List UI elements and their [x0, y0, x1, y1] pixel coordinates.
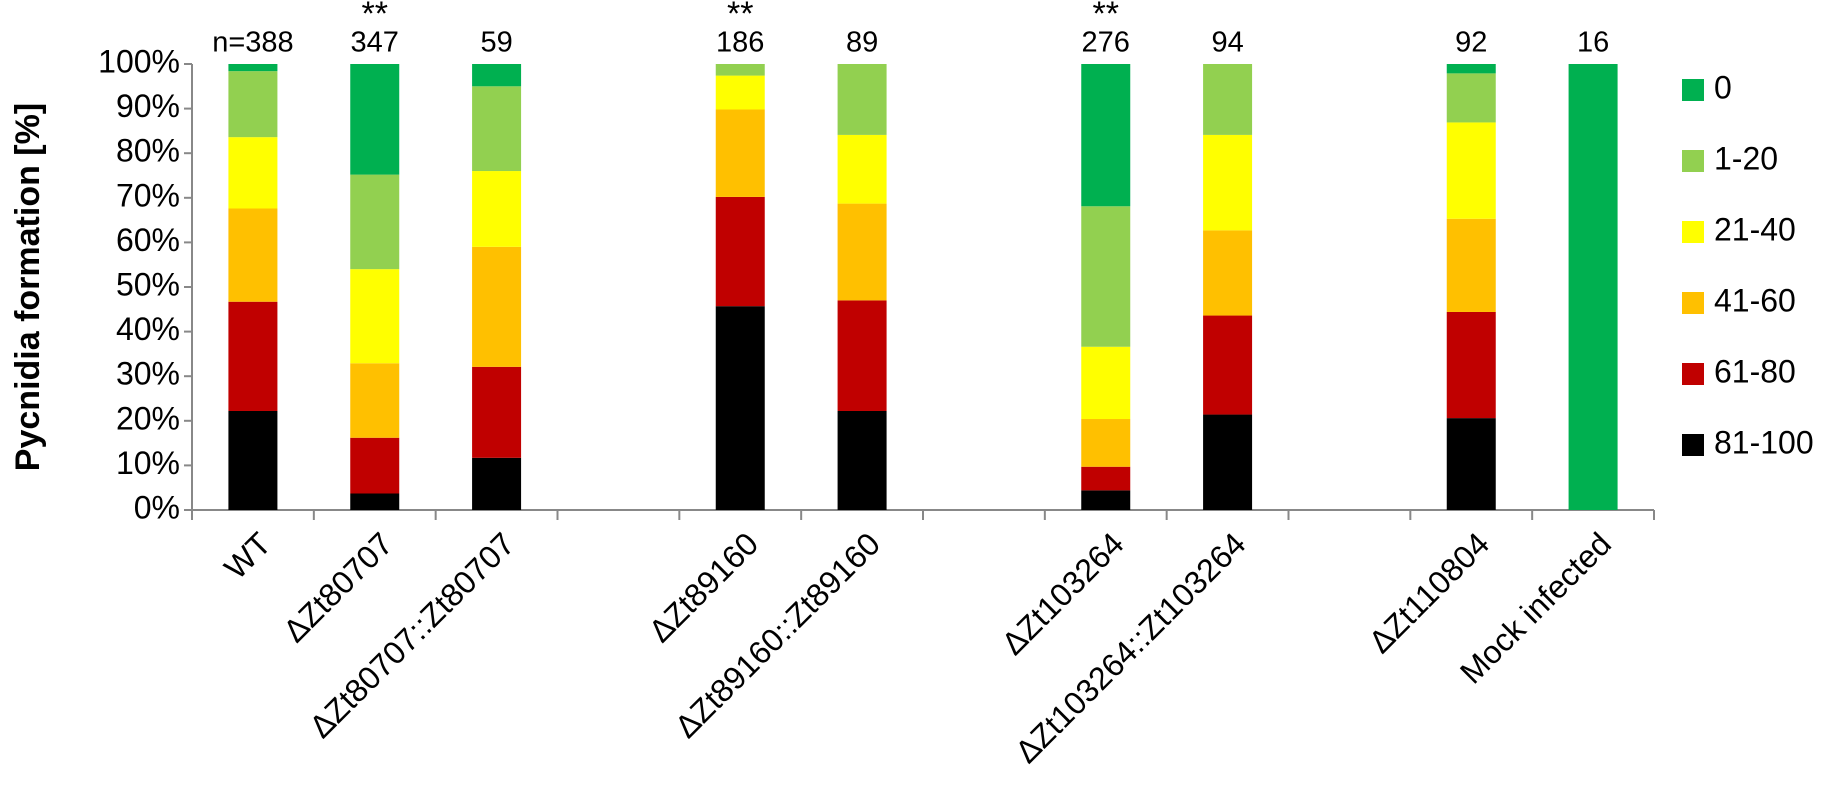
bar-segment	[1081, 64, 1131, 207]
bar-segment	[837, 410, 887, 510]
significance-label: **	[727, 0, 753, 33]
n-label: 89	[846, 27, 878, 59]
bar-segment	[1081, 206, 1131, 347]
bar-segment	[1568, 64, 1618, 510]
legend-label: 41-60	[1714, 282, 1796, 318]
bar-segment	[1203, 315, 1253, 415]
bar-segment	[1446, 311, 1496, 419]
n-label: 16	[1577, 27, 1609, 59]
x-tick-label: ΔZt103264::Zt103264	[1008, 525, 1252, 769]
bar-segment	[228, 71, 278, 138]
bar-segment	[715, 75, 765, 110]
bar-segment	[1446, 218, 1496, 312]
n-label: 186	[716, 27, 764, 59]
n-label: 92	[1455, 27, 1487, 59]
bar-segment	[472, 457, 522, 510]
n-label: n=388	[212, 27, 293, 59]
x-tick-label: ΔZt80707	[276, 525, 400, 649]
bar-segment	[1203, 230, 1253, 316]
x-tick-label: ΔZt80707::Zt80707	[302, 525, 521, 744]
bar-segment	[837, 64, 887, 135]
bar-segment	[228, 301, 278, 411]
n-label: 59	[480, 27, 512, 59]
bar-segment	[350, 269, 400, 364]
legend-swatch	[1682, 434, 1704, 456]
bar-segment	[837, 300, 887, 411]
y-tick-label: 80%	[116, 133, 180, 169]
bar-segment	[837, 203, 887, 301]
legend-label: 81-100	[1714, 424, 1814, 460]
x-tick-label: WT	[217, 525, 278, 586]
bar-segment	[715, 109, 765, 197]
bar-segment	[715, 306, 765, 510]
legend-label: 0	[1714, 69, 1732, 105]
x-tick-label: ΔZt110804	[1362, 525, 1497, 660]
bar-segment	[228, 137, 278, 209]
bar-segment	[1446, 73, 1496, 123]
bar-segment	[350, 174, 400, 270]
n-label: 94	[1211, 27, 1243, 59]
bar-segment	[1446, 64, 1496, 74]
bar-segment	[228, 208, 278, 302]
y-tick-label: 20%	[116, 400, 180, 436]
legend-label: 1-20	[1714, 140, 1778, 176]
y-tick-label: 10%	[116, 445, 180, 481]
bar-segment	[1446, 418, 1496, 510]
bar-segment	[228, 410, 278, 510]
bar-segment	[472, 171, 522, 247]
x-tick-label: ΔZt89160	[642, 525, 766, 649]
x-tick-label: ΔZt89160::Zt89160	[668, 525, 887, 744]
bar-segment	[837, 134, 887, 204]
bar-segment	[472, 86, 522, 172]
bar-segment	[1203, 64, 1253, 135]
y-axis-label: Pycnidia formation [%]	[9, 103, 47, 471]
y-tick-label: 40%	[116, 311, 180, 347]
bar-segment	[1081, 419, 1131, 467]
bar-segment	[1203, 414, 1253, 510]
y-tick-label: 60%	[116, 222, 180, 258]
bar-segment	[1081, 346, 1131, 420]
y-tick-label: 100%	[98, 43, 180, 79]
n-label: 347	[351, 27, 399, 59]
bar-segment	[1081, 466, 1131, 491]
y-tick-label: 90%	[116, 88, 180, 124]
legend-swatch	[1682, 79, 1704, 101]
bar-segment	[472, 246, 522, 367]
bar-segment	[1446, 122, 1496, 219]
legend-label: 21-40	[1714, 211, 1796, 247]
bar-segment	[1203, 134, 1253, 231]
legend-swatch	[1682, 221, 1704, 243]
legend-swatch	[1682, 363, 1704, 385]
n-label: 276	[1082, 27, 1130, 59]
significance-label: **	[1093, 0, 1119, 33]
bar-segment	[1081, 490, 1131, 510]
bar-segment	[350, 437, 400, 494]
bar-segment	[350, 493, 400, 510]
bar-segment	[350, 64, 400, 175]
bar-segment	[472, 64, 522, 87]
legend-swatch	[1682, 292, 1704, 314]
y-tick-label: 0%	[134, 489, 180, 525]
bar-segment	[350, 363, 400, 438]
y-tick-label: 50%	[116, 266, 180, 302]
legend-swatch	[1682, 150, 1704, 172]
bar-segment	[472, 366, 522, 458]
y-tick-label: 70%	[116, 177, 180, 213]
bar-segment	[715, 64, 765, 76]
bar-segment	[228, 64, 278, 72]
legend-label: 61-80	[1714, 353, 1796, 389]
y-tick-label: 30%	[116, 356, 180, 392]
bar-segment	[715, 196, 765, 307]
significance-label: **	[362, 0, 388, 33]
